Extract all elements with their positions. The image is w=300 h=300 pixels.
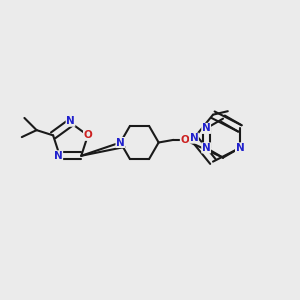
Text: N: N [66, 116, 75, 126]
Text: N: N [54, 151, 63, 161]
Text: N: N [116, 137, 125, 148]
Text: N: N [236, 143, 244, 153]
Text: O: O [83, 130, 92, 140]
Text: N: N [202, 123, 211, 134]
Text: N: N [202, 143, 211, 153]
Text: O: O [180, 135, 189, 145]
Text: N: N [190, 133, 198, 143]
